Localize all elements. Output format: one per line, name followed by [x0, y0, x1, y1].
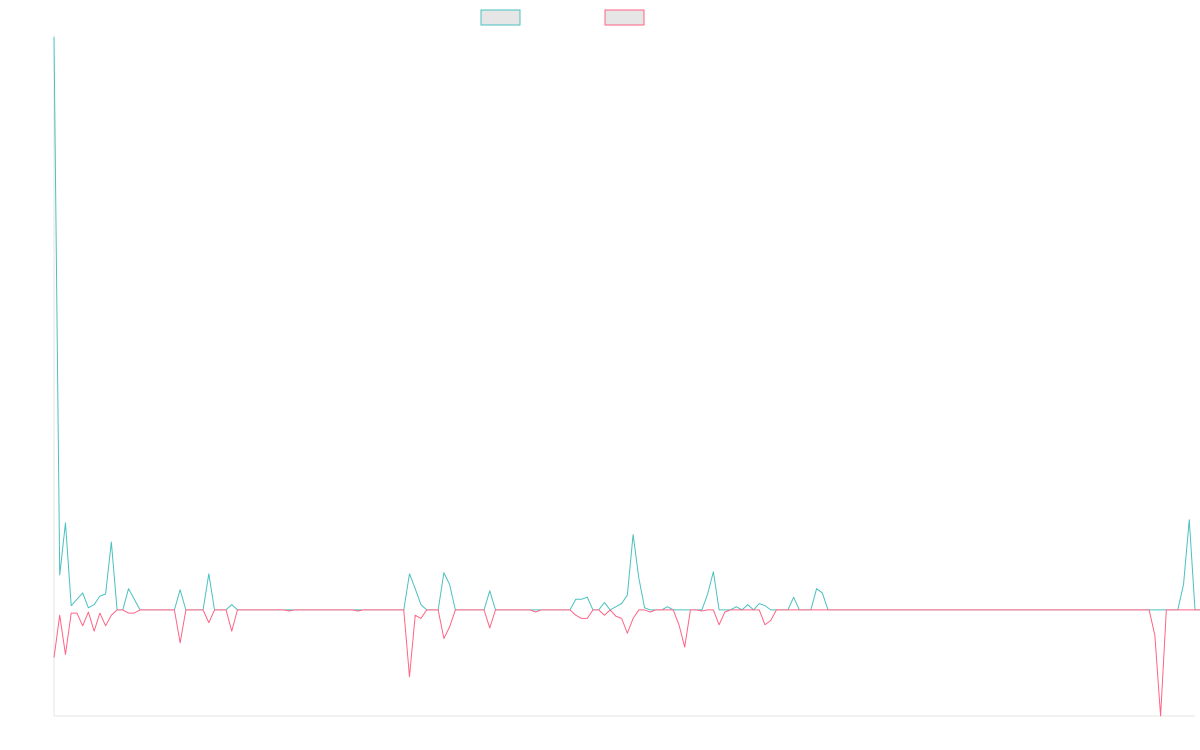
legend[interactable]: [480, 9, 645, 26]
series-2-line: [53, 609, 1200, 717]
series-1-line: [53, 36, 1200, 611]
series-layer: [53, 36, 1200, 717]
legend-swatch-series-2[interactable]: [604, 9, 645, 26]
axes: [53, 35, 1195, 717]
legend-swatch-series-1[interactable]: [480, 9, 521, 26]
